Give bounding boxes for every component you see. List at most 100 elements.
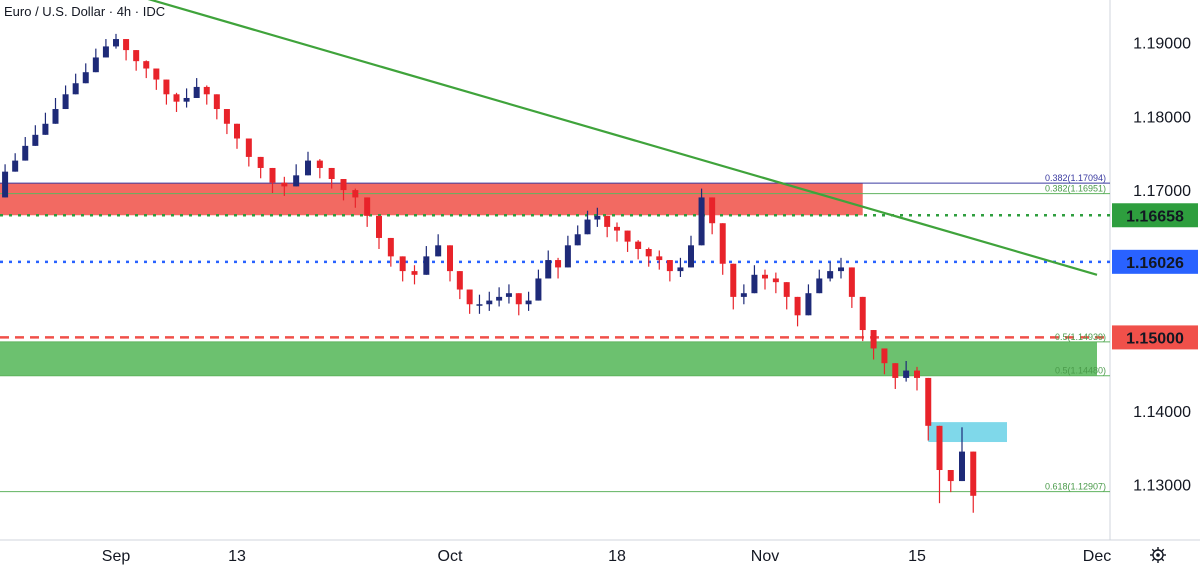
candle-body[interactable]: [970, 451, 977, 496]
candle-body[interactable]: [881, 348, 888, 364]
candle-body[interactable]: [352, 190, 359, 198]
candle-body[interactable]: [914, 370, 920, 378]
candle-body[interactable]: [762, 274, 768, 279]
candle-body[interactable]: [816, 278, 823, 294]
candle-body[interactable]: [281, 182, 288, 187]
candle-body[interactable]: [456, 271, 463, 290]
candle-body[interactable]: [677, 267, 684, 272]
candle-body[interactable]: [113, 39, 119, 47]
candle-body[interactable]: [794, 296, 801, 316]
candle-body[interactable]: [624, 230, 631, 242]
candle-body[interactable]: [635, 241, 642, 250]
candle-body[interactable]: [42, 123, 49, 135]
candle-body[interactable]: [163, 79, 170, 95]
candle-body[interactable]: [827, 271, 834, 279]
candle-body[interactable]: [505, 293, 512, 297]
candle-body[interactable]: [525, 300, 532, 305]
price-tag[interactable]: [1112, 203, 1198, 228]
candle-body[interactable]: [545, 260, 552, 279]
candle-body[interactable]: [72, 83, 79, 95]
candle-body[interactable]: [153, 68, 160, 80]
gear-icon[interactable]: [1150, 547, 1166, 563]
candle-body[interactable]: [535, 278, 542, 301]
candle-body[interactable]: [959, 451, 965, 482]
candle-body[interactable]: [183, 97, 190, 102]
candle-body[interactable]: [574, 234, 581, 246]
candle-body[interactable]: [859, 296, 866, 331]
candle-body[interactable]: [486, 300, 493, 305]
candle-body[interactable]: [193, 86, 200, 98]
candle-body[interactable]: [594, 215, 601, 220]
candle-body[interactable]: [52, 109, 59, 124]
candle-body[interactable]: [133, 50, 140, 62]
candle-body[interactable]: [925, 377, 932, 426]
candle-body[interactable]: [234, 123, 240, 139]
candle-body[interactable]: [903, 370, 910, 378]
candle-body[interactable]: [102, 46, 109, 58]
candle-body[interactable]: [22, 145, 29, 161]
time-axis[interactable]: [0, 540, 1200, 572]
candle-body[interactable]: [604, 215, 611, 227]
candle-body[interactable]: [476, 304, 483, 306]
candle-body[interactable]: [2, 171, 9, 198]
candle-body[interactable]: [32, 134, 39, 146]
candle-body[interactable]: [838, 267, 844, 272]
candle-body[interactable]: [709, 197, 716, 224]
candle-body[interactable]: [666, 260, 673, 272]
candle-body[interactable]: [435, 245, 442, 257]
candle-body[interactable]: [423, 256, 430, 275]
candle-body[interactable]: [496, 296, 503, 301]
candle-body[interactable]: [293, 175, 300, 187]
candle-body[interactable]: [223, 109, 230, 124]
candle-body[interactable]: [555, 260, 562, 268]
candle-body[interactable]: [466, 289, 473, 305]
candle-body[interactable]: [82, 72, 89, 84]
candle-body[interactable]: [772, 278, 779, 283]
candle-body[interactable]: [245, 138, 252, 157]
candle-body[interactable]: [936, 425, 943, 471]
candle-body[interactable]: [719, 223, 726, 264]
plot-area[interactable]: [0, 0, 1110, 540]
candle-body[interactable]: [340, 179, 347, 191]
candle-body[interactable]: [740, 293, 747, 297]
candle-body[interactable]: [645, 249, 652, 257]
candle-body[interactable]: [447, 245, 453, 272]
candle-body[interactable]: [947, 470, 954, 482]
candle-body[interactable]: [805, 293, 812, 316]
candle-body[interactable]: [848, 267, 855, 297]
candle-body[interactable]: [387, 237, 394, 257]
candle-body[interactable]: [751, 274, 758, 294]
candle-body[interactable]: [870, 330, 877, 349]
candle-body[interactable]: [376, 215, 382, 238]
candle-body[interactable]: [656, 256, 663, 261]
candle-body[interactable]: [364, 197, 371, 216]
candle-body[interactable]: [614, 226, 620, 231]
candle-body[interactable]: [123, 39, 130, 51]
candle-body[interactable]: [173, 94, 180, 102]
candle-body[interactable]: [203, 86, 210, 95]
candle-body[interactable]: [783, 282, 790, 297]
candle-body[interactable]: [698, 197, 705, 246]
candle-body[interactable]: [399, 256, 406, 272]
candle-body[interactable]: [62, 94, 69, 110]
candle-body[interactable]: [564, 245, 571, 268]
candle-body[interactable]: [305, 160, 311, 176]
candle-body[interactable]: [143, 61, 150, 69]
candle-body[interactable]: [688, 245, 694, 268]
candle-body[interactable]: [12, 160, 19, 172]
candle-body[interactable]: [584, 219, 591, 235]
candle-body[interactable]: [92, 57, 99, 73]
candle-body[interactable]: [269, 167, 276, 183]
candle-body[interactable]: [257, 156, 264, 168]
candle-body[interactable]: [328, 167, 335, 180]
candle-body[interactable]: [411, 271, 418, 275]
candle-body[interactable]: [316, 160, 323, 168]
price-tag[interactable]: [1112, 325, 1198, 350]
candle-body[interactable]: [892, 363, 899, 378]
price-tag[interactable]: [1112, 249, 1198, 274]
candle-body[interactable]: [730, 263, 737, 297]
candle-body[interactable]: [213, 94, 220, 110]
candle-body[interactable]: [515, 293, 522, 305]
